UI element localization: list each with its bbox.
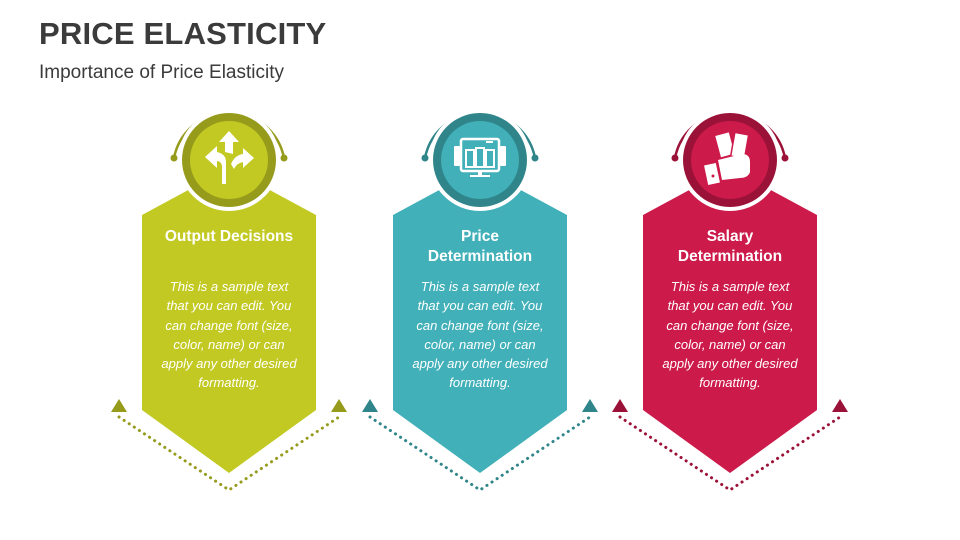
hand-money-icon: [704, 131, 750, 186]
triangle-marker: [111, 399, 127, 412]
card-title: Salary Determination: [677, 228, 783, 265]
triangle-marker: [612, 399, 628, 412]
card-title: Price Determination: [427, 228, 533, 265]
card-shape: [142, 168, 316, 473]
triangle-marker: [362, 399, 378, 412]
card-body: This is a sample text that you can edit.…: [412, 279, 548, 391]
dotted-connector: [117, 415, 341, 492]
triangle-marker: [331, 399, 347, 412]
card-body: This is a sample text that you can edit.…: [662, 279, 798, 391]
card-shape: [393, 168, 567, 473]
card-body: This is a sample text that you can edit.…: [161, 279, 297, 391]
triangle-marker: [582, 399, 598, 412]
dotted-connector: [368, 415, 592, 492]
card-title: Output Decisions: [164, 228, 294, 245]
direction-arrows-icon: [205, 131, 254, 184]
card-shape: [643, 168, 817, 473]
page-subtitle: Importance of Price Elasticity: [39, 62, 284, 83]
dotted-connector: [618, 415, 842, 492]
page-title: PRICE ELASTICITY: [39, 16, 327, 51]
triangle-marker: [832, 399, 848, 412]
card-3: [612, 109, 848, 492]
monitor-dashboard-icon: [454, 137, 506, 177]
card-1: [111, 109, 347, 492]
card-2: [362, 109, 598, 492]
